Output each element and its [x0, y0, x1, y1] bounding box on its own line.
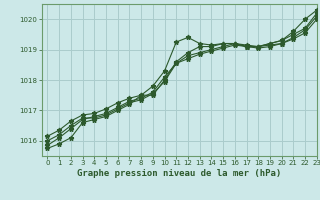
- X-axis label: Graphe pression niveau de la mer (hPa): Graphe pression niveau de la mer (hPa): [77, 169, 281, 178]
